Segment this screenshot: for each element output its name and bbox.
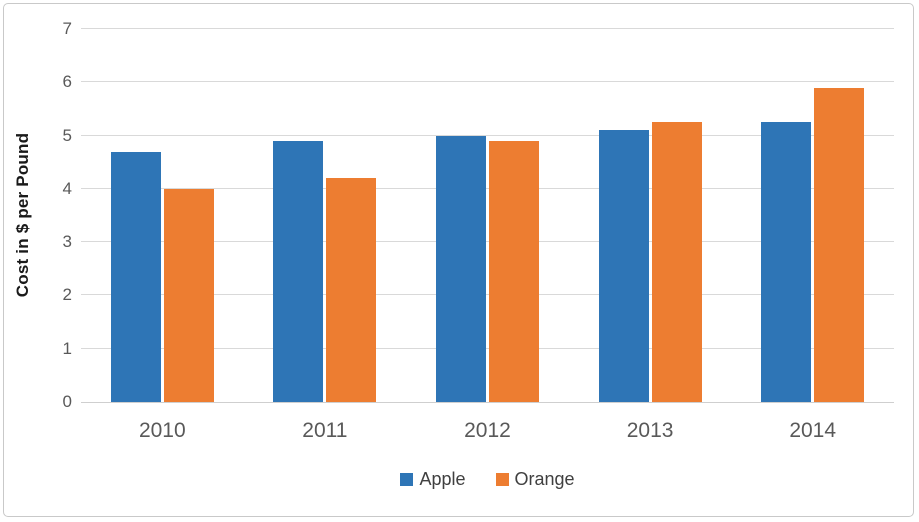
bar-apple-2012: [436, 135, 486, 402]
x-axis-line: [81, 402, 894, 403]
y-tick-label-7: 7: [62, 19, 72, 38]
legend-item-orange: Orange: [495, 469, 575, 490]
y-tick-label-0: 0: [62, 392, 72, 411]
y-tick-label-3: 3: [62, 232, 72, 252]
legend-label-orange: Orange: [514, 469, 575, 489]
gridline-1: [81, 347, 894, 349]
x-axis-tick-labels: 2010 2011 2012 2013 2014: [81, 419, 894, 449]
y-tick-label-6: 6: [62, 72, 72, 92]
bar-apple-2011: [273, 140, 324, 402]
x-tick-label-2010: 2010: [138, 419, 186, 442]
bar-apple-2010: [110, 151, 161, 402]
legend: Apple Orange: [81, 469, 894, 490]
gridline-7: [81, 28, 894, 29]
bar-orange-2010: [163, 188, 214, 402]
bar-orange-2014: [814, 87, 865, 402]
bar-orange-2012: [489, 140, 539, 402]
gridline-3: [81, 241, 894, 243]
y-tick-label-1: 1: [62, 338, 72, 358]
legend-swatch-apple: [400, 473, 414, 486]
y-tick-label-5: 5: [62, 125, 72, 145]
legend-item-apple: Apple: [400, 469, 466, 490]
legend-label-apple: Apple: [419, 469, 466, 489]
bar-apple-2014: [761, 122, 812, 402]
bar-orange-2013: [651, 122, 702, 402]
y-tick-label-2: 2: [62, 285, 72, 305]
x-tick-label-2013: 2013: [626, 419, 674, 442]
y-tick-label-4: 4: [62, 178, 72, 198]
x-tick-label-2012: 2012: [464, 419, 511, 442]
x-tick-label-2011: 2011: [302, 419, 348, 442]
gridline-6: [81, 81, 894, 83]
bar-orange-2011: [326, 178, 377, 402]
x-tick-label-2014: 2014: [789, 419, 837, 442]
bar-apple-2013: [598, 130, 649, 402]
plot-area: [81, 28, 894, 403]
legend-swatch-orange: [495, 473, 509, 486]
gridline-4: [81, 187, 894, 189]
y-axis-tick-labels: 0 1 2 3 4 5 6 7: [32, 20, 72, 411]
y-axis-title: Cost in $ per Pound: [13, 132, 32, 298]
gridline-2: [81, 294, 894, 296]
gridline-5: [81, 134, 894, 136]
